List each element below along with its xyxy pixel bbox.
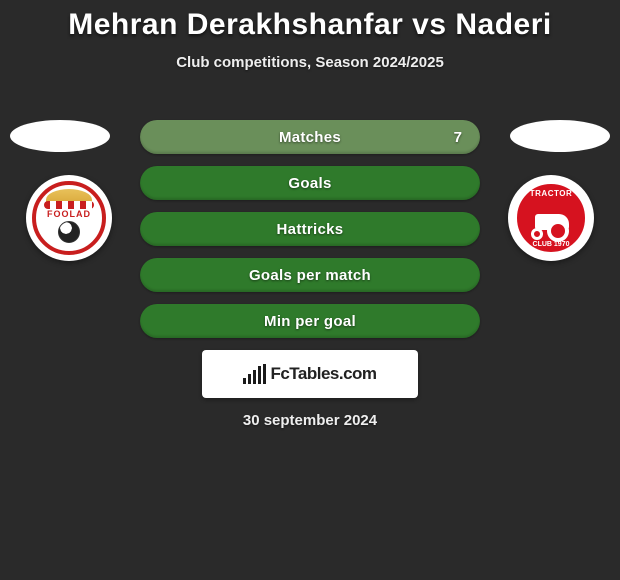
foolad-crest: FOOLAD [32,181,106,255]
stat-label: Min per goal [264,313,356,330]
tractor-crest: TRACTOR CLUB 1970 [514,181,588,255]
tractor-wheel-small-icon [531,228,543,240]
stat-pill-gpm: Goals per match [140,258,480,292]
team-badge-right[interactable]: TRACTOR CLUB 1970 [508,175,594,261]
foolad-label: FOOLAD [36,209,102,219]
fctables-logo[interactable]: FcTables.com [202,350,418,398]
stat-label: Matches [279,129,341,146]
page-title: Mehran Derakhshanfar vs Naderi [0,0,620,42]
tractor-wheel-big-icon [547,220,569,242]
tractor-top-label: TRACTOR [517,189,585,198]
stat-pill-mpg: Min per goal [140,304,480,338]
stat-pill-goals: Goals [140,166,480,200]
football-icon [58,221,80,243]
stat-label: Goals [288,175,331,192]
stat-label: Goals per match [249,267,371,284]
page-subtitle: Club competitions, Season 2024/2025 [0,54,620,71]
stat-value-right: 7 [454,129,462,146]
tractor-bottom-label: CLUB 1970 [517,241,585,248]
stat-pill-hattricks: Hattricks [140,212,480,246]
bars-icon [243,364,266,384]
logo-text: FcTables.com [270,364,376,384]
stat-label: Hattricks [277,221,344,238]
date-label: 30 september 2024 [0,412,620,429]
team-badge-left[interactable]: FOOLAD [26,175,112,261]
left-ellipse [10,120,110,152]
stat-pill-stack: Matches 7 Goals Hattricks Goals per matc… [140,120,480,350]
right-ellipse [510,120,610,152]
stat-pill-matches: Matches 7 [140,120,480,154]
